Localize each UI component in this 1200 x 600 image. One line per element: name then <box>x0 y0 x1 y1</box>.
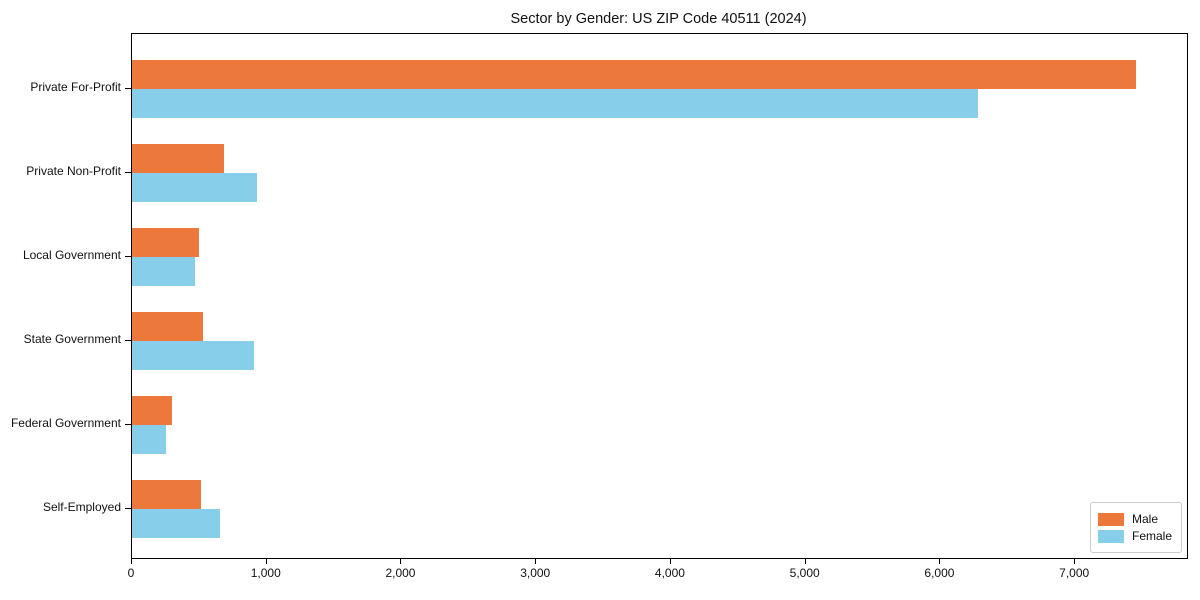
x-tick-label: 3,000 <box>520 566 551 580</box>
legend-label: Male <box>1131 512 1158 526</box>
x-tick-mark <box>265 559 267 564</box>
bar-male <box>132 396 172 425</box>
bar-female <box>132 341 254 370</box>
legend-label: Female <box>1131 529 1172 543</box>
y-tick-mark <box>125 424 131 425</box>
x-tick-label: 0 <box>127 566 135 580</box>
y-tick-label: Local Government <box>22 248 121 262</box>
legend-swatch-male <box>1097 512 1124 526</box>
y-tick-label: Self-Employed <box>42 500 121 514</box>
y-tick-label: Private For-Profit <box>30 80 121 94</box>
x-tick-mark <box>939 559 941 564</box>
y-tick-label: Private Non-Profit <box>26 164 121 178</box>
bar-female <box>132 89 979 118</box>
bar-male <box>132 228 199 257</box>
y-tick-mark <box>125 88 131 89</box>
y-tick-mark <box>125 508 131 509</box>
legend: Male Female <box>1089 502 1182 553</box>
bar-female <box>132 425 166 454</box>
bar-male <box>132 312 203 341</box>
bar-female <box>132 173 257 202</box>
x-tick-mark <box>1074 559 1076 564</box>
y-tick-label: Federal Government <box>10 416 121 430</box>
bar-male <box>132 144 225 173</box>
x-tick-label: 2,000 <box>385 566 416 580</box>
plot-area: Male Female <box>131 33 1188 559</box>
bar-male <box>132 60 1136 89</box>
x-tick-mark <box>535 559 537 564</box>
x-tick-label: 5,000 <box>789 566 820 580</box>
y-tick-label: State Government <box>23 332 121 346</box>
x-tick-label: 7,000 <box>1059 566 1090 580</box>
x-tick-mark <box>669 559 671 564</box>
bar-male <box>132 480 201 509</box>
legend-item-female: Female <box>1097 529 1172 543</box>
bar-female <box>132 257 196 286</box>
legend-swatch-female <box>1097 529 1124 543</box>
x-tick-label: 6,000 <box>924 566 955 580</box>
x-tick-mark <box>804 559 806 564</box>
y-tick-mark <box>125 256 131 257</box>
x-tick-mark <box>400 559 402 564</box>
x-tick-label: 1,000 <box>250 566 281 580</box>
legend-item-male: Male <box>1097 512 1172 526</box>
chart-title: Sector by Gender: US ZIP Code 40511 (202… <box>510 11 807 27</box>
y-tick-mark <box>125 340 131 341</box>
x-tick-label: 4,000 <box>654 566 685 580</box>
x-tick-mark <box>131 559 132 564</box>
bar-female <box>132 509 221 538</box>
y-tick-mark <box>125 172 131 173</box>
